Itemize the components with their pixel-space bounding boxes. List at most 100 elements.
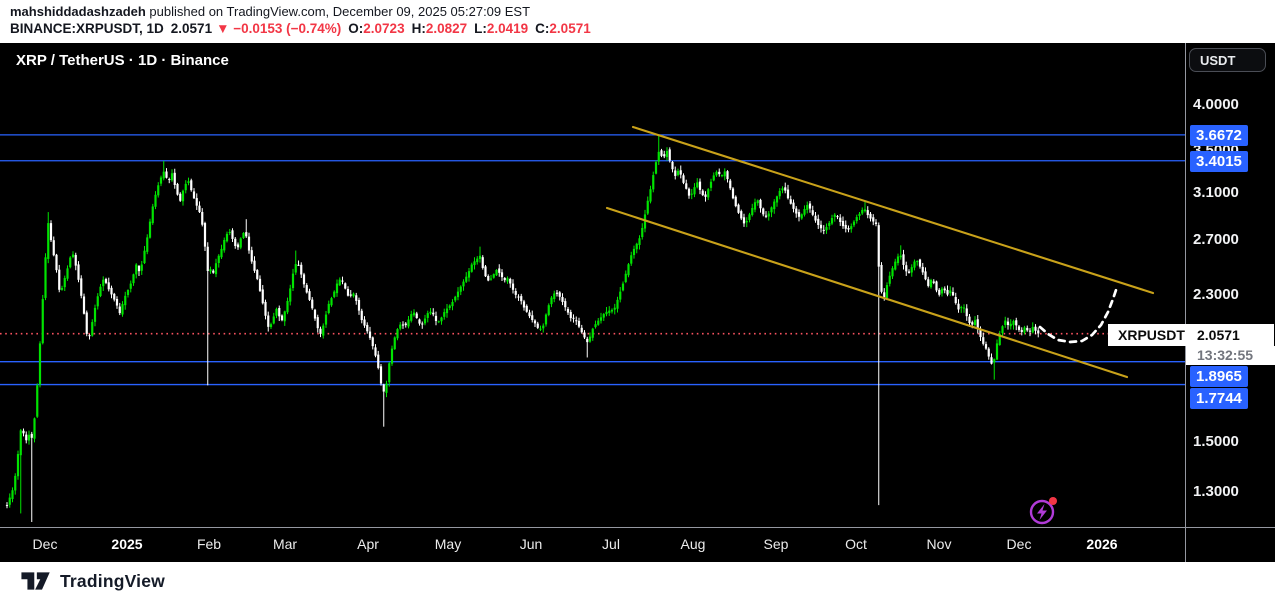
x-axis-tick: Mar — [272, 536, 298, 552]
chart-legend-title: XRP / TetherUS · 1D · Binance — [16, 52, 229, 69]
candle-body — [52, 240, 55, 256]
trend-channel-line[interactable] — [605, 206, 1129, 379]
candle-body — [866, 210, 869, 216]
candle-body — [753, 202, 757, 210]
candle-body — [113, 293, 116, 300]
candle-body — [407, 319, 410, 327]
candle-body — [784, 187, 787, 191]
tradingview-logo[interactable]: TradingView — [19, 569, 165, 593]
candle-body — [748, 214, 751, 220]
trend-channel-line[interactable] — [631, 125, 1155, 295]
candle-body — [1001, 326, 1004, 334]
candle-body — [69, 257, 72, 268]
candle-body — [162, 171, 165, 179]
candle-body — [102, 279, 105, 287]
candle-body — [657, 151, 660, 162]
candle-body — [971, 322, 974, 325]
candle-body — [687, 188, 691, 196]
candle-body — [33, 418, 36, 439]
candle-body — [982, 337, 985, 344]
candle-body — [916, 261, 919, 263]
candle-body — [258, 278, 262, 291]
candle-body — [104, 278, 108, 283]
current-price-label: XRPUSDT 2.0571 — [1108, 324, 1274, 346]
candle-body — [58, 269, 61, 290]
candle-body — [137, 266, 141, 272]
candle-body — [38, 343, 42, 385]
candle-body — [80, 278, 83, 296]
candle-body — [335, 283, 339, 294]
x-axis-tick: Aug — [680, 536, 706, 552]
candle-body — [825, 227, 828, 231]
projection-curve[interactable] — [1038, 285, 1119, 344]
candle-body — [1017, 326, 1021, 330]
candle-body — [621, 283, 625, 291]
candle-body — [1023, 327, 1026, 333]
candle-body — [220, 248, 223, 258]
price-axis[interactable]: 3.50004.00003.10002.70002.30001.50001.30… — [1185, 43, 1275, 562]
currency-unit-button[interactable]: USDT — [1189, 48, 1266, 72]
candle-body — [839, 217, 842, 222]
candle-body — [921, 266, 924, 273]
candle-body — [641, 227, 644, 238]
candle-body — [685, 183, 688, 189]
candle-body — [539, 328, 542, 330]
candle-body — [836, 216, 839, 218]
candle-body — [316, 317, 319, 329]
boost-icon[interactable] — [1029, 497, 1057, 525]
y-axis-tick: 3.1000 — [1193, 183, 1239, 201]
chart-plot[interactable] — [0, 43, 1275, 562]
candle-body — [770, 207, 773, 213]
candle-body — [803, 209, 806, 215]
candle-body — [360, 310, 363, 321]
candle-body — [704, 194, 707, 197]
candle-body — [935, 281, 938, 291]
candle-body — [294, 264, 297, 273]
candle-body — [627, 264, 630, 276]
candle-body — [132, 274, 135, 284]
candle-body — [965, 308, 968, 317]
candle-body — [157, 185, 160, 196]
time-axis[interactable]: Dec 2025 Feb Mar Apr May Jun Jul Aug Sep Oct Nov Dec… — [0, 527, 1275, 563]
candle-body — [503, 277, 506, 281]
candle-body — [709, 181, 713, 188]
candle-body — [660, 150, 663, 156]
candle-body — [786, 189, 790, 199]
footer: TradingView — [0, 562, 1275, 599]
candle-body — [206, 246, 209, 271]
candle-body — [269, 324, 273, 328]
x-axis-tick: Apr — [357, 536, 379, 552]
candle-body — [907, 271, 911, 273]
candle-body — [25, 434, 28, 441]
candle-body — [418, 319, 421, 324]
candle-body — [1012, 320, 1015, 325]
candle-body — [927, 279, 930, 286]
candle-body — [894, 261, 897, 270]
candle-body — [476, 258, 479, 263]
x-axis-tick: Oct — [845, 536, 867, 552]
candle-body — [682, 175, 685, 183]
candle-body — [654, 162, 658, 174]
candle-body — [583, 332, 586, 338]
candle-body — [423, 318, 427, 324]
candle-body — [602, 314, 605, 318]
candle-body — [283, 311, 286, 322]
close-label: C: — [535, 21, 550, 36]
candle-body — [762, 208, 765, 215]
candle-body — [352, 293, 355, 297]
candle-body — [390, 348, 394, 364]
candle-body — [888, 275, 891, 284]
candle-body — [181, 190, 185, 202]
candle-body — [465, 276, 468, 282]
candle-body — [434, 315, 438, 321]
candle-body — [412, 312, 416, 316]
notification-dot — [1049, 497, 1057, 505]
candle-body — [256, 270, 259, 279]
candle-body — [940, 288, 944, 294]
candle-body — [371, 337, 374, 347]
candle-body — [121, 304, 124, 315]
candle-body — [830, 217, 834, 224]
candle-body — [8, 497, 11, 505]
candle-body — [610, 309, 614, 312]
candle-body — [811, 210, 814, 215]
